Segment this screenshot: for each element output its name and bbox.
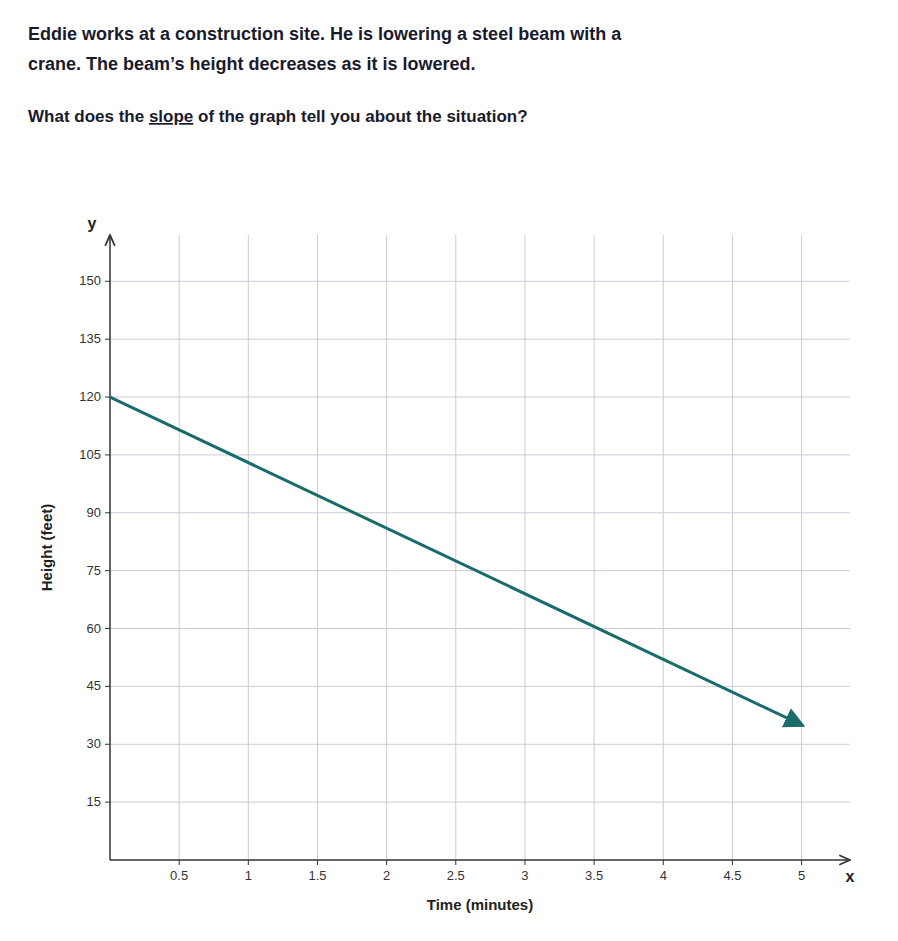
axis-symbol: y <box>88 215 97 232</box>
question: What does the slope of the graph tell yo… <box>28 107 528 126</box>
grid-line <box>110 744 850 745</box>
tick-label: 120 <box>79 389 101 404</box>
grid-line <box>386 235 387 860</box>
x-label: Time (minutes) <box>427 896 533 913</box>
tick-label: 90 <box>87 505 101 520</box>
grid-line <box>110 454 850 455</box>
tick-label: 3.5 <box>585 868 603 883</box>
tick-label: 0.5 <box>170 868 188 883</box>
grid-line <box>663 235 664 860</box>
tick-label: 5 <box>798 868 805 883</box>
grid-line <box>524 235 525 860</box>
question-part: slope <box>149 107 193 126</box>
grid-line <box>732 235 733 860</box>
y-label: Height (feet) <box>38 504 55 592</box>
title: crane. The beam’s height decreases as it… <box>28 54 476 74</box>
tick-label: 135 <box>79 331 101 346</box>
grid-line <box>801 235 802 860</box>
tick-label: 60 <box>87 621 101 636</box>
grid-line <box>110 397 850 398</box>
line <box>110 397 802 725</box>
question-part: What does the <box>28 107 149 126</box>
x-axis <box>110 859 850 861</box>
tick-label: 150 <box>79 273 101 288</box>
grid-line <box>110 686 850 687</box>
tick-label: 105 <box>79 447 101 462</box>
tick-label: 1.5 <box>308 868 326 883</box>
tick-label: 45 <box>87 678 101 693</box>
tick-label: 2 <box>383 868 390 883</box>
axis-symbol: x <box>846 868 855 885</box>
grid-line <box>110 628 850 629</box>
grid-line <box>455 235 456 860</box>
tick-label: 30 <box>87 736 101 751</box>
tick-label: 2.5 <box>447 868 465 883</box>
grid-line <box>110 512 850 513</box>
tick-label: 15 <box>87 794 101 809</box>
grid-line <box>248 235 249 860</box>
tick-label: 4.5 <box>723 868 741 883</box>
grid-line <box>110 339 850 340</box>
tick-label: 3 <box>521 868 528 883</box>
y-axis <box>109 235 111 860</box>
title: Eddie works at a construction site. He i… <box>28 24 622 44</box>
grid <box>110 235 850 860</box>
question-part: of the graph tell you about the situatio… <box>193 107 527 126</box>
grid-line <box>179 235 180 860</box>
grid-line <box>110 802 850 803</box>
grid-line <box>317 235 318 860</box>
grid-line <box>110 281 850 282</box>
tick-label: 1 <box>245 868 252 883</box>
tick-label: 4 <box>660 868 667 883</box>
tick-label: 75 <box>87 563 101 578</box>
chart: Eddie works at a construction site. He i… <box>0 0 898 941</box>
plot-data <box>110 397 802 725</box>
grid-line <box>594 235 595 860</box>
